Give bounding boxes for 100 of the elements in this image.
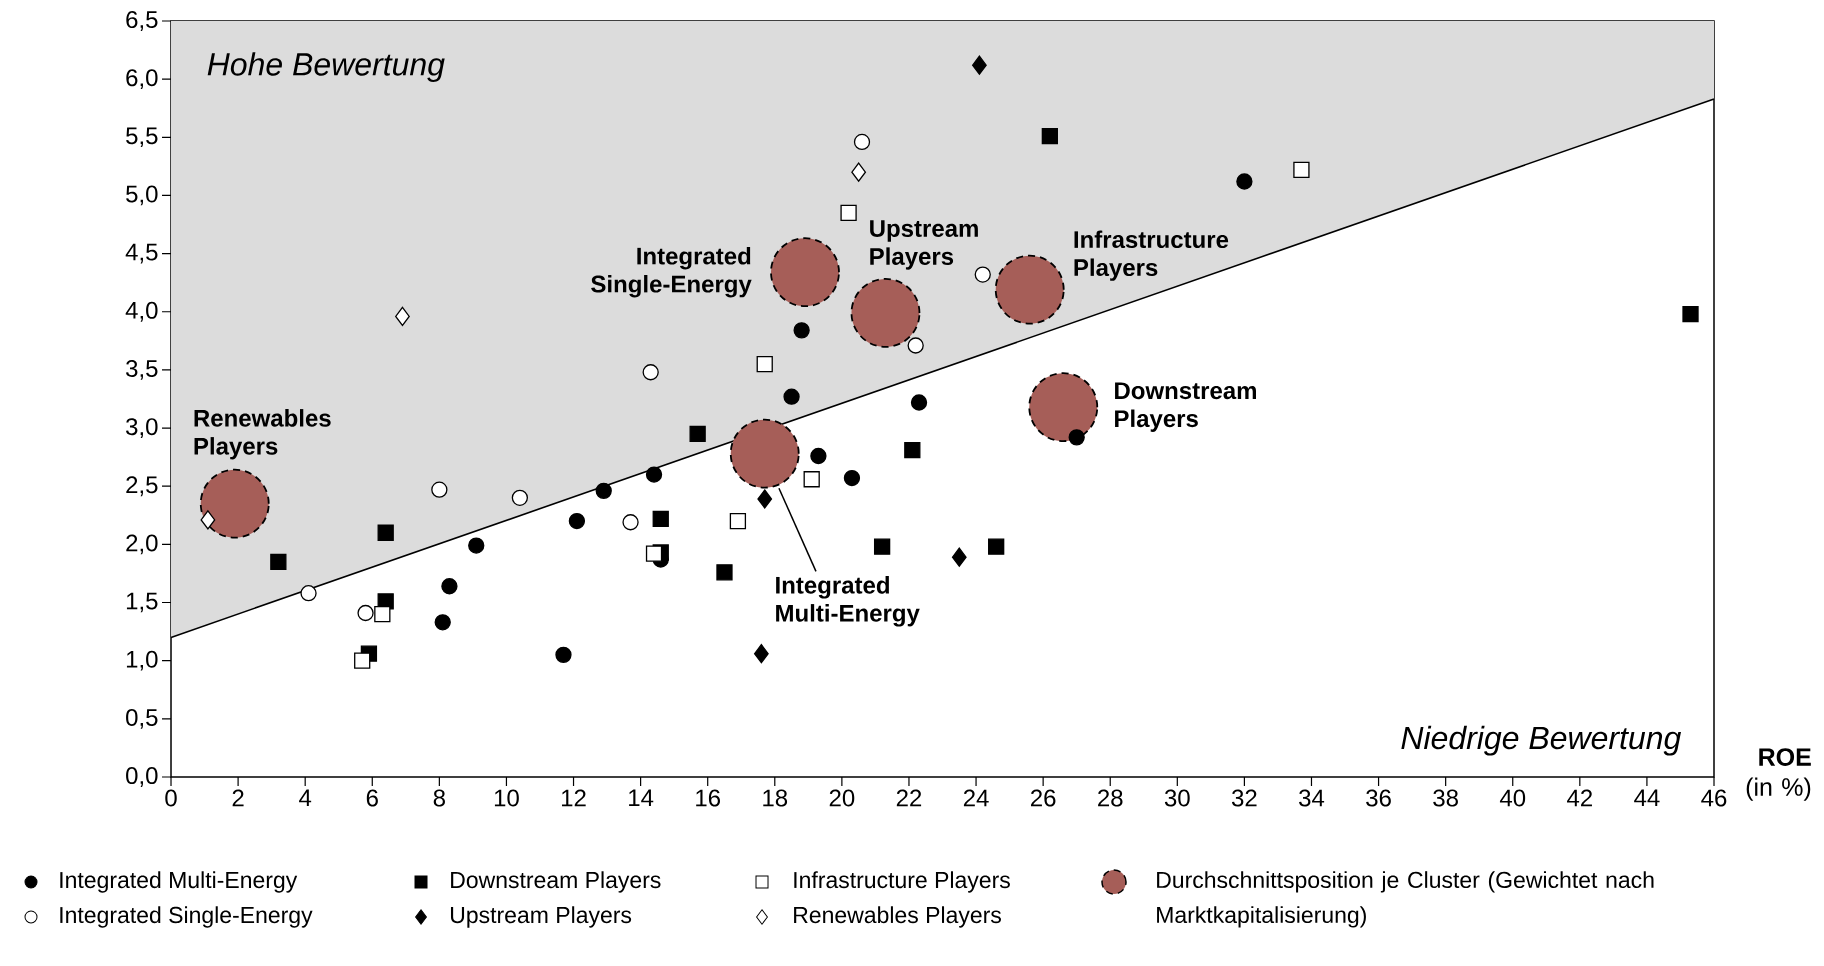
annotation: Upstream Players	[870, 220, 978, 270]
x-tick-label: 10	[494, 789, 519, 807]
y-tick-label: 3,0	[126, 418, 158, 438]
point	[840, 204, 857, 222]
legend-label: Downstream Players	[451, 871, 661, 893]
x-tick-label: 8	[433, 789, 445, 807]
annotation: Renewables Players	[194, 409, 331, 460]
y-tick-label: 0,5	[126, 708, 158, 729]
point	[783, 388, 800, 405]
y-tick-label: 0,0	[126, 767, 158, 787]
point	[270, 553, 287, 570]
point	[994, 254, 1065, 325]
point	[907, 337, 924, 354]
x-tick-label: 2	[232, 789, 244, 807]
annotation: Hohe Bewertung	[207, 52, 445, 83]
point	[441, 578, 458, 595]
x-tick-label: 30	[1164, 789, 1190, 807]
point	[770, 237, 840, 308]
legend-label: Durchschnittsposition je Cluster (Gewichtet nach Marktkapitalisierung)	[1157, 871, 1654, 928]
point	[810, 447, 827, 465]
x-tick-label: 16	[696, 789, 720, 807]
point	[756, 355, 773, 373]
y-tick-label: 2,5	[126, 476, 158, 497]
point	[642, 364, 659, 381]
point	[431, 481, 448, 498]
x-tick-label: 26	[1031, 789, 1056, 807]
point	[354, 652, 371, 669]
y-tick-label: 1,5	[126, 592, 158, 613]
point	[1682, 305, 1699, 323]
x-tick-label: 0	[165, 789, 177, 807]
point	[951, 547, 967, 567]
point	[511, 489, 529, 506]
point	[689, 425, 706, 443]
point	[1068, 429, 1085, 446]
point	[753, 644, 769, 664]
x-tick-label: 44	[1634, 789, 1660, 807]
point	[850, 278, 921, 348]
x-tick-label: 20	[829, 789, 855, 807]
legend-label: Upstream Players	[450, 906, 632, 928]
x-tick-label: 12	[562, 789, 586, 807]
legend-label: Infrastructure Players	[794, 871, 1010, 893]
point	[843, 469, 861, 487]
point	[988, 538, 1005, 555]
x-tick-label: 4	[299, 789, 312, 807]
y-tick-label: 2,0	[126, 534, 158, 555]
y-tick-label: 5,5	[126, 127, 158, 148]
point	[1293, 161, 1310, 179]
point	[853, 133, 871, 151]
point	[645, 545, 663, 562]
annotation: Downstream Players	[1115, 382, 1256, 432]
x-tick-label: 14	[629, 789, 654, 807]
point	[568, 512, 586, 530]
point	[199, 468, 270, 539]
legend-label: Renewables Players	[794, 906, 1001, 928]
annotation: Niedrige Bewertung	[1401, 725, 1682, 756]
x-tick-label: 46	[1701, 789, 1727, 807]
point	[873, 538, 891, 555]
annotation: Integrated Multi-Energy	[776, 576, 920, 627]
x-tick-label: 36	[1366, 789, 1391, 807]
legend-label: Integrated Single-Energy	[60, 906, 313, 928]
point	[851, 162, 867, 182]
point	[652, 510, 669, 527]
y-tick-label: 6,0	[126, 69, 158, 90]
point	[377, 524, 394, 541]
x-tick-label: 34	[1299, 789, 1325, 807]
point	[468, 537, 485, 554]
y-tick-label: 4,5	[125, 243, 158, 264]
x-tick-label: 32	[1231, 789, 1257, 807]
point	[595, 482, 612, 500]
x-tick-label: 38	[1433, 789, 1458, 807]
legend-label: Integrated Multi-Energy	[60, 871, 298, 893]
annotation: Infrastructure Players	[1074, 230, 1229, 281]
point	[200, 510, 216, 530]
point	[793, 322, 810, 339]
x-axis-title: ROE (in %)	[1746, 748, 1811, 801]
point	[555, 646, 572, 664]
point	[434, 614, 451, 631]
annotation: Integrated Single-Energy	[591, 246, 752, 298]
x-tick-label: 40	[1499, 789, 1526, 807]
point	[716, 564, 733, 581]
x-tick-label: 28	[1098, 789, 1123, 807]
point	[1236, 173, 1253, 190]
point	[974, 266, 991, 283]
x-tick-label: 6	[366, 789, 378, 807]
y-tick-label: 3,5	[126, 360, 158, 380]
point	[904, 442, 921, 459]
x-tick-label: 42	[1567, 789, 1592, 807]
y-tick-label: 6,5	[126, 11, 158, 31]
point	[972, 55, 987, 75]
point	[910, 394, 928, 411]
x-tick-label: 24	[963, 789, 989, 807]
point	[1028, 372, 1099, 443]
point	[757, 489, 773, 509]
x-tick-label: 22	[896, 789, 922, 807]
y-tick-label: 4,0	[125, 301, 158, 322]
y-tick-label: 5,0	[126, 185, 158, 206]
y-tick-label: 1,0	[126, 650, 158, 671]
point	[1041, 127, 1058, 145]
point	[729, 418, 800, 489]
point	[395, 306, 410, 327]
